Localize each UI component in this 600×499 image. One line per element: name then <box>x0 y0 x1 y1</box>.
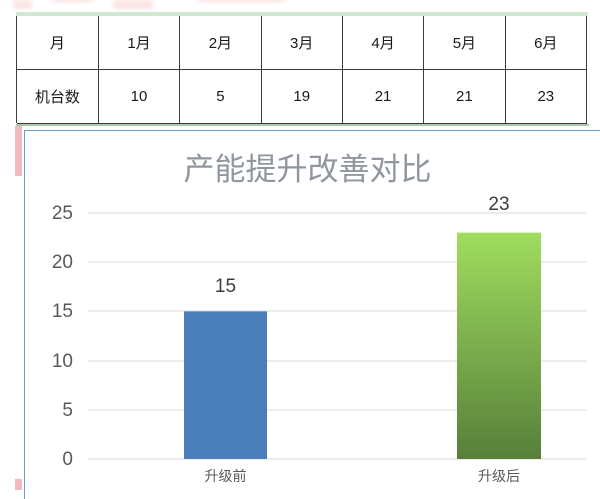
svg-text:10: 10 <box>52 351 73 372</box>
svg-text:15: 15 <box>52 301 73 322</box>
svg-text:25: 25 <box>52 203 73 224</box>
svg-text:0: 0 <box>62 449 73 470</box>
svg-text:20: 20 <box>52 252 73 273</box>
svg-text:23: 23 <box>488 194 509 215</box>
svg-text:升级后: 升级后 <box>478 468 520 484</box>
svg-text:5: 5 <box>62 400 73 421</box>
svg-text:15: 15 <box>215 276 236 297</box>
svg-text:升级前: 升级前 <box>205 468 247 484</box>
